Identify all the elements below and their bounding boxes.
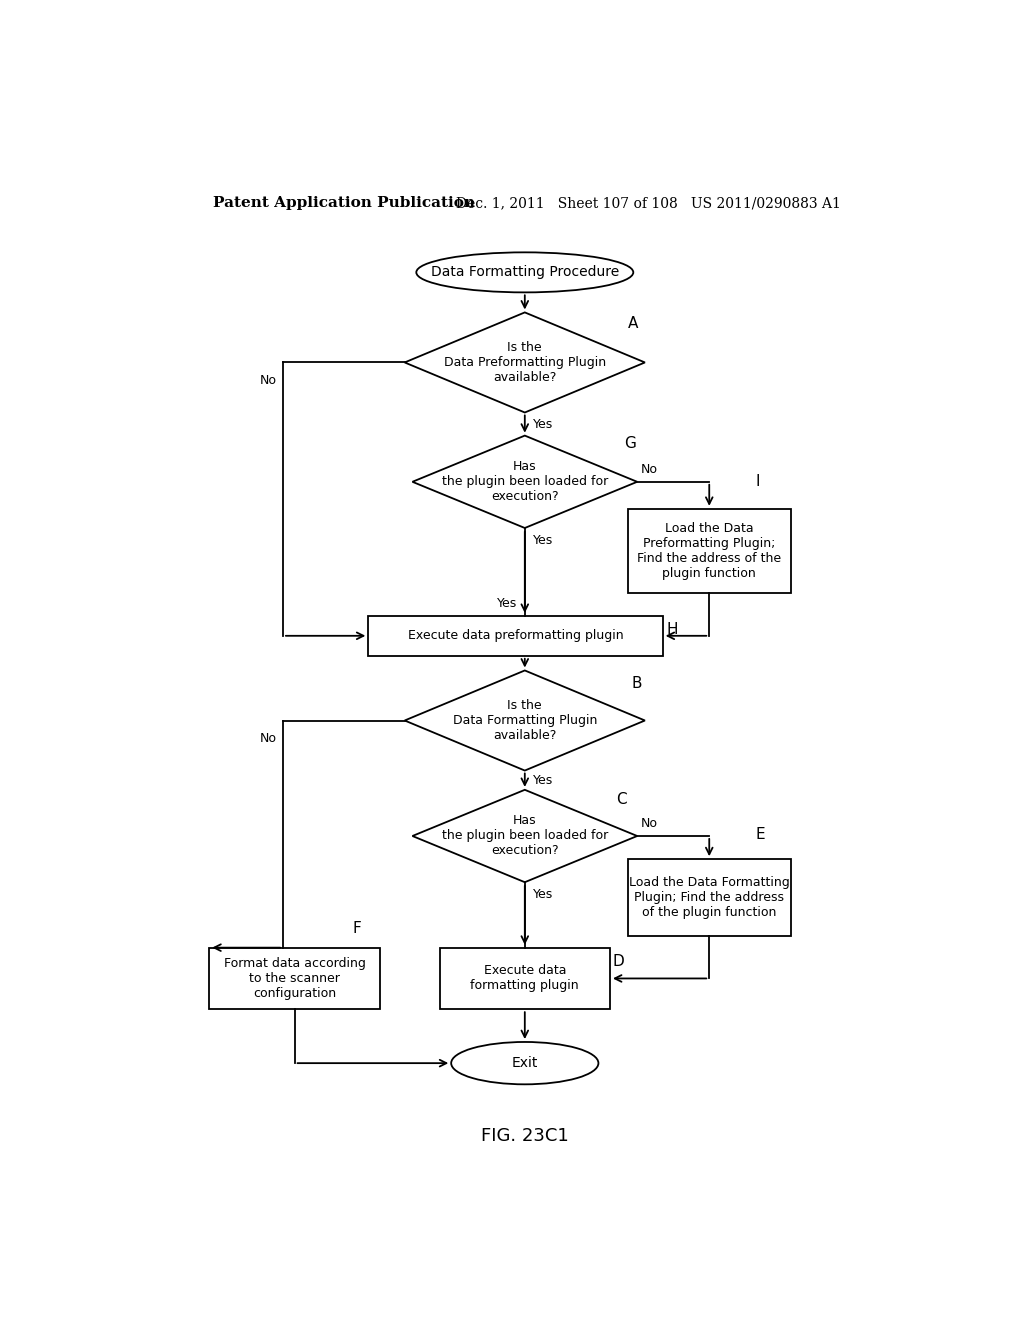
- Bar: [628, 508, 791, 594]
- Bar: [209, 948, 380, 1010]
- Bar: [628, 859, 791, 936]
- Text: Dec. 1, 2011   Sheet 107 of 108   US 2011/0290883 A1: Dec. 1, 2011 Sheet 107 of 108 US 2011/02…: [456, 197, 841, 210]
- Text: Yes: Yes: [497, 597, 517, 610]
- Text: Exit: Exit: [512, 1056, 538, 1071]
- Text: E: E: [756, 826, 765, 842]
- Text: Is the
Data Preformatting Plugin
available?: Is the Data Preformatting Plugin availab…: [443, 341, 606, 384]
- Polygon shape: [413, 436, 637, 528]
- Text: Patent Application Publication: Patent Application Publication: [213, 197, 475, 210]
- Text: Load the Data
Preformatting Plugin;
Find the address of the
plugin function: Load the Data Preformatting Plugin; Find…: [637, 523, 781, 579]
- Ellipse shape: [417, 252, 633, 293]
- Polygon shape: [404, 313, 645, 412]
- Text: No: No: [260, 374, 276, 387]
- Text: No: No: [641, 462, 658, 475]
- Text: Load the Data Formatting
Plugin; Find the address
of the plugin function: Load the Data Formatting Plugin; Find th…: [629, 876, 790, 919]
- Text: Format data according
to the scanner
configuration: Format data according to the scanner con…: [223, 957, 366, 1001]
- Text: Execute data preformatting plugin: Execute data preformatting plugin: [408, 630, 624, 643]
- Ellipse shape: [452, 1041, 598, 1084]
- Text: I: I: [756, 474, 760, 490]
- Bar: [439, 948, 610, 1010]
- Text: No: No: [260, 733, 276, 744]
- Text: C: C: [616, 792, 627, 807]
- Text: Is the
Data Formatting Plugin
available?: Is the Data Formatting Plugin available?: [453, 700, 597, 742]
- Text: No: No: [641, 817, 658, 830]
- Text: Yes: Yes: [532, 774, 553, 787]
- Text: Execute data
formatting plugin: Execute data formatting plugin: [470, 965, 580, 993]
- Text: Yes: Yes: [532, 417, 553, 430]
- Text: Yes: Yes: [532, 888, 553, 902]
- Polygon shape: [404, 671, 645, 771]
- Text: F: F: [352, 921, 361, 936]
- Text: Yes: Yes: [532, 535, 553, 548]
- Text: G: G: [624, 436, 636, 451]
- Polygon shape: [413, 789, 637, 882]
- Text: H: H: [667, 622, 678, 638]
- Text: Has
the plugin been loaded for
execution?: Has the plugin been loaded for execution…: [441, 814, 608, 858]
- Text: Data Formatting Procedure: Data Formatting Procedure: [431, 265, 618, 280]
- Text: Has
the plugin been loaded for
execution?: Has the plugin been loaded for execution…: [441, 461, 608, 503]
- Bar: [369, 615, 663, 656]
- Text: A: A: [628, 317, 638, 331]
- Text: FIG. 23C1: FIG. 23C1: [481, 1127, 568, 1146]
- Text: B: B: [632, 676, 642, 692]
- Text: D: D: [612, 954, 624, 969]
